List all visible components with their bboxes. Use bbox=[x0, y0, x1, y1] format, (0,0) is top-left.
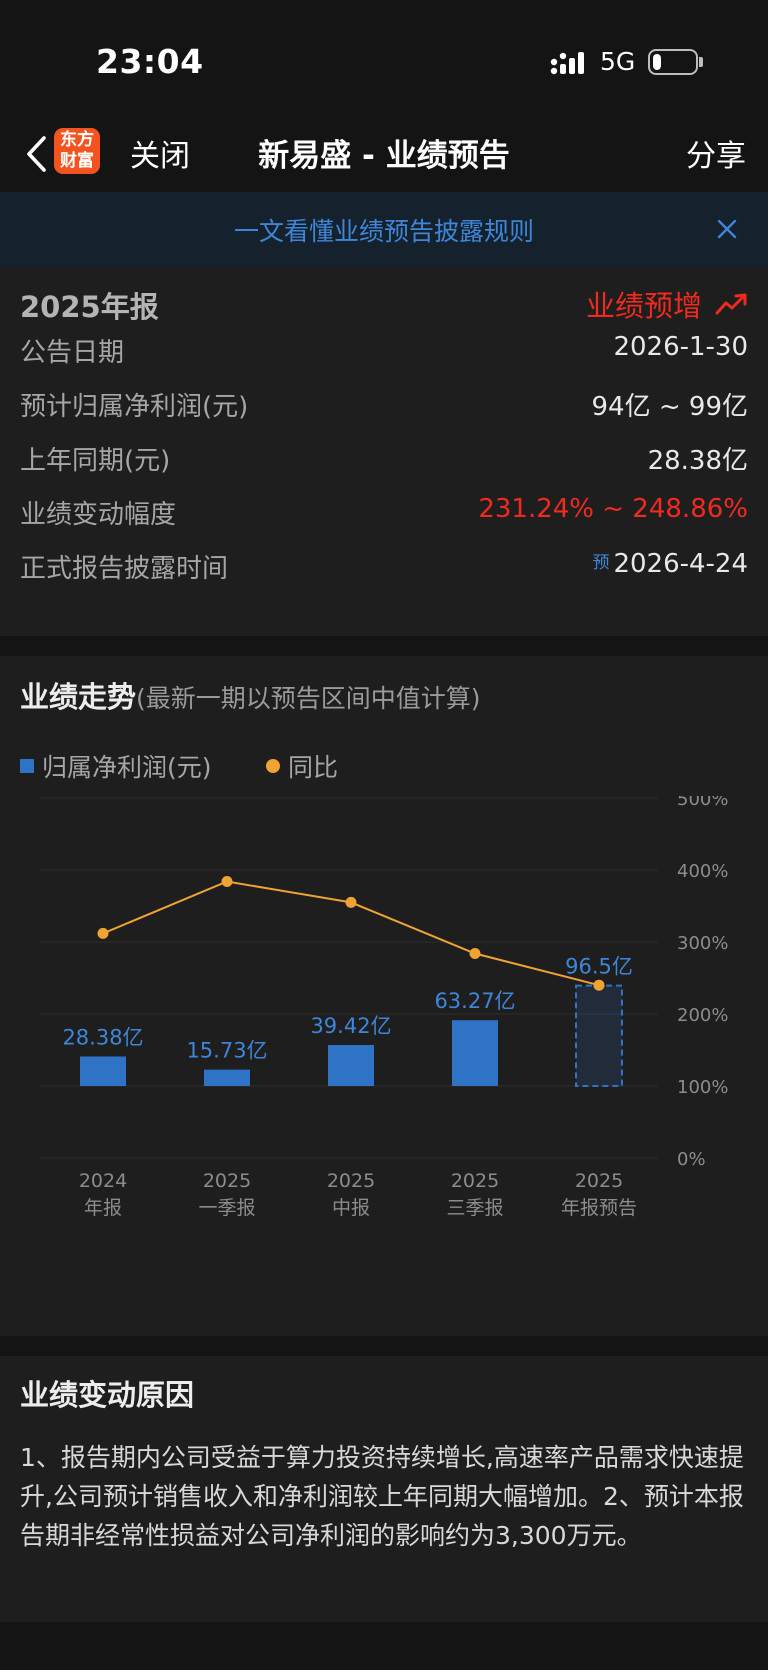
close-icon[interactable] bbox=[714, 216, 740, 242]
y-tick-label: 0% bbox=[677, 1149, 706, 1170]
yoy-point bbox=[221, 876, 233, 888]
x-tick-year: 2025 bbox=[575, 1170, 623, 1192]
bar-value-label: 28.38亿 bbox=[62, 1025, 143, 1049]
row-label: 上年同期(元) bbox=[20, 446, 171, 476]
yoy-point bbox=[345, 896, 357, 908]
performance-trend-card: 业绩走势(最新一期以预告区间中值计算) 归属净利润(元) 同比 500% 400%… bbox=[0, 656, 768, 1336]
legend-label: 同比 bbox=[288, 753, 339, 782]
row-change-range: 业绩变动幅度 231.24% ~ 248.86% bbox=[20, 494, 748, 534]
app-logo[interactable]: 东方 财富 bbox=[54, 128, 100, 174]
x-tick-year: 2025 bbox=[451, 1170, 499, 1192]
row-value: 2026-4-24 bbox=[613, 549, 748, 579]
row-announcement-date: 公告日期 2026-1-30 bbox=[20, 332, 748, 372]
forecast-summary-card: 2025年报 业绩预增 公告日期 2026-1-30 预计归属净利润(元) 94… bbox=[0, 268, 768, 636]
x-tick-year: 2025 bbox=[203, 1170, 251, 1192]
legend-label: 归属净利润(元) bbox=[42, 753, 212, 782]
status-bar: 23:04 5G bbox=[0, 0, 768, 120]
forecast-type-label: 业绩预增 bbox=[585, 289, 702, 323]
report-period-title: 2025年报 bbox=[20, 290, 159, 324]
app-logo-line1: 东方 bbox=[60, 130, 94, 150]
legend-item-yoy[interactable]: 同比 bbox=[266, 748, 338, 784]
network-type: 5G bbox=[600, 47, 636, 76]
x-tick-year: 2024 bbox=[79, 1170, 127, 1192]
y-tick-label: 200% bbox=[677, 1005, 728, 1026]
row-value: 94亿 ~ 99亿 bbox=[591, 392, 748, 422]
row-value-wrap: 预 2026-4-24 bbox=[592, 548, 748, 579]
rules-banner[interactable]: 一文看懂业绩预告披露规则 bbox=[0, 192, 768, 268]
y-tick-label: 100% bbox=[677, 1077, 728, 1098]
chart-title: 业绩走势(最新一期以预告区间中值计算) bbox=[20, 674, 481, 716]
battery-icon bbox=[648, 49, 698, 75]
bar bbox=[80, 1056, 126, 1086]
bar-value-label: 15.73亿 bbox=[186, 1039, 267, 1063]
row-value: 2026-1-30 bbox=[613, 332, 748, 362]
page-title: 新易盛 - 业绩预告 bbox=[258, 138, 510, 174]
yoy-point bbox=[97, 927, 109, 939]
status-time: 23:04 bbox=[96, 42, 204, 81]
row-value: 28.38亿 bbox=[647, 446, 748, 476]
reason-title: 业绩变动原因 bbox=[20, 1378, 195, 1412]
y-tick-label: 300% bbox=[677, 933, 728, 954]
battery-cap bbox=[699, 57, 703, 67]
row-label: 公告日期 bbox=[20, 338, 125, 368]
y-tick-label: 400% bbox=[677, 861, 728, 882]
close-button[interactable]: 关闭 bbox=[130, 139, 190, 174]
x-tick-year: 2025 bbox=[327, 1170, 375, 1192]
legend-swatch bbox=[20, 759, 34, 773]
legend-item-net-profit[interactable]: 归属净利润(元) bbox=[20, 748, 212, 784]
change-reason-card: 业绩变动原因 1、报告期内公司受益于算力投资持续增长,高速率产品需求快速提升,公… bbox=[0, 1356, 768, 1622]
row-prior-year: 上年同期(元) 28.38亿 bbox=[20, 440, 748, 480]
y-tick-label: 500% bbox=[677, 796, 728, 810]
row-disclosure-date: 正式报告披露时间 预 2026-4-24 bbox=[20, 548, 748, 588]
trend-up-icon bbox=[715, 293, 747, 315]
yoy-point bbox=[469, 948, 481, 960]
bar bbox=[204, 1069, 250, 1086]
row-label: 预计归属净利润(元) bbox=[20, 392, 249, 422]
back-icon[interactable] bbox=[24, 134, 48, 174]
bar-forecast bbox=[575, 984, 623, 1087]
app-logo-line2: 财富 bbox=[60, 151, 94, 171]
nav-bar: 东方 财富 关闭 新易盛 - 业绩预告 分享 bbox=[0, 120, 768, 192]
share-button[interactable]: 分享 bbox=[686, 139, 746, 174]
chart-title-text: 业绩走势 bbox=[20, 680, 137, 714]
x-tick-period: 中报 bbox=[332, 1197, 370, 1219]
battery-level bbox=[653, 54, 661, 70]
cellular-signal-icon bbox=[550, 52, 584, 75]
x-tick-period: 年报 bbox=[84, 1197, 122, 1219]
bar bbox=[452, 1020, 498, 1086]
rules-banner-link[interactable]: 一文看懂业绩预告披露规则 bbox=[233, 217, 534, 246]
legend-dot bbox=[266, 759, 280, 773]
performance-chart: 500% 400% 300% 200% 100% 0% 28.38亿 15.73亿 39.42亿… bbox=[40, 796, 728, 1219]
yoy-point bbox=[593, 979, 605, 991]
bar-value-label: 63.27亿 bbox=[434, 989, 515, 1013]
reason-text: 1、报告期内公司受益于算力投资持续增长,高速率产品需求快速提升,公司预计销售收入… bbox=[20, 1443, 744, 1550]
row-label: 业绩变动幅度 bbox=[20, 500, 177, 530]
x-tick-period: 一季报 bbox=[198, 1197, 255, 1219]
chart-note: (最新一期以预告区间中值计算) bbox=[136, 684, 481, 713]
x-tick-period: 三季报 bbox=[446, 1197, 503, 1219]
bar-value-label: 39.42亿 bbox=[310, 1014, 391, 1038]
row-label: 正式报告披露时间 bbox=[20, 554, 229, 584]
bar bbox=[328, 1045, 374, 1086]
row-net-profit-forecast: 预计归属净利润(元) 94亿 ~ 99亿 bbox=[20, 386, 748, 426]
x-tick-period: 年报预告 bbox=[561, 1197, 637, 1219]
scheduled-badge: 预 bbox=[592, 553, 610, 573]
row-value: 231.24% ~ 248.86% bbox=[478, 494, 748, 524]
bar-value-label: 96.5亿 bbox=[565, 955, 633, 979]
